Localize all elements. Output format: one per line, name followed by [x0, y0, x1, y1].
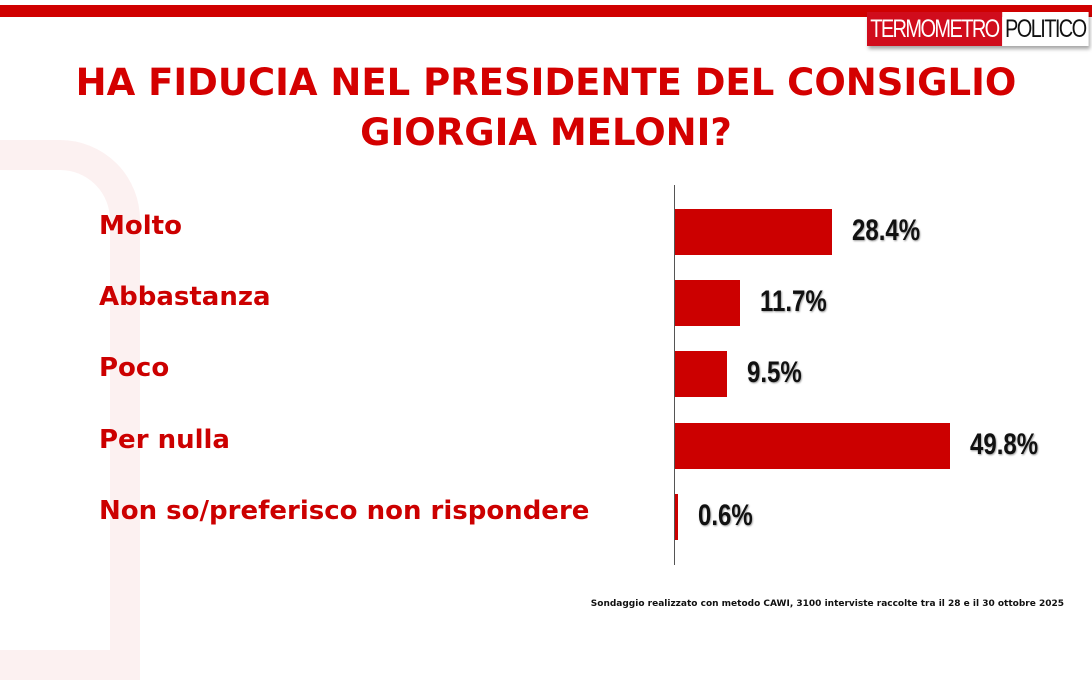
- category-label: Non so/preferisco non rispondere: [99, 496, 590, 526]
- footer-note: Sondaggio realizzato con metodo CAWI, 31…: [590, 599, 1064, 609]
- logo-part1: TERMOMETRO: [867, 12, 1002, 46]
- category-label: Per nulla: [99, 425, 230, 455]
- category-label: Molto: [99, 211, 182, 241]
- data-label: 0.6%: [698, 499, 754, 532]
- bar: [675, 423, 950, 469]
- data-label: 11.7%: [759, 285, 827, 318]
- category-label: Abbastanza: [99, 282, 271, 312]
- bar: [675, 209, 832, 255]
- y-axis-line: [674, 185, 675, 565]
- logo: TERMOMETRO POLITICO: [867, 12, 1089, 46]
- logo-part2: POLITICO: [1001, 12, 1089, 46]
- data-label: 28.4%: [851, 214, 920, 247]
- data-label: 49.8%: [969, 428, 1038, 461]
- bar: [675, 351, 728, 397]
- chart-title: HA FIDUCIA NEL PRESIDENTE DEL CONSIGLIO …: [75, 61, 1017, 154]
- bar: [675, 280, 740, 326]
- bar: [675, 494, 679, 540]
- top-bar: [0, 5, 1092, 17]
- data-label: 9.5%: [747, 356, 803, 389]
- category-label: Poco: [99, 353, 170, 383]
